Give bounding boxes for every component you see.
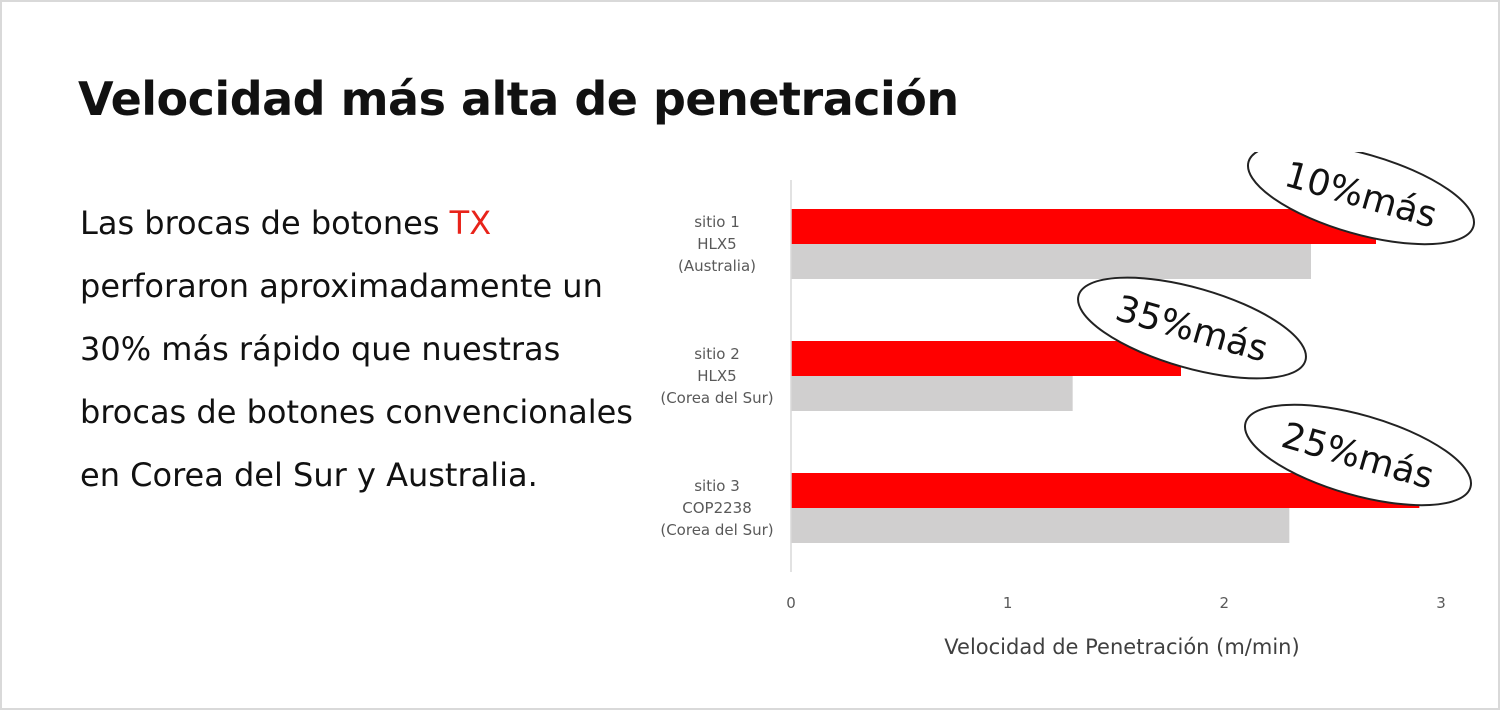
callout-ellipse-3: [1243, 403, 1473, 507]
category-label-3: sitio 3 COP2238 (Corea del Sur): [660, 477, 773, 539]
bars-layer: [791, 209, 1420, 543]
category-label-3-line-3: (Corea del Sur): [660, 521, 773, 539]
x-tick-label-3: 3: [1436, 594, 1446, 612]
description-after: perforaron aproximadamente un 30% más rá…: [80, 267, 633, 494]
category-label-2: sitio 2 HLX5 (Corea del Sur): [660, 345, 773, 407]
x-tick-label-0: 0: [786, 594, 796, 612]
category-label-2-line-3: (Corea del Sur): [660, 389, 773, 407]
x-tick-labels: 0 1 2 3: [786, 594, 1446, 612]
description-before: Las brocas de botones: [80, 204, 450, 242]
x-tick-label-2: 2: [1220, 594, 1230, 612]
x-axis-title: Velocidad de Penetración (m/min): [944, 635, 1299, 659]
category-label-1-line-3: (Australia): [678, 257, 756, 275]
description-text: Las brocas de botones TX perforaron apro…: [80, 192, 640, 507]
bar-series1-cat1: [791, 209, 1376, 244]
bar-series2-cat2: [791, 376, 1073, 411]
description-highlight-tx: TX: [449, 204, 492, 242]
category-label-3-line-1: sitio 3: [694, 477, 740, 495]
category-label-2-line-2: HLX5: [697, 367, 736, 385]
x-tick-label-1: 1: [1003, 594, 1013, 612]
callout-ellipse-1: [1246, 152, 1476, 246]
page-title: Velocidad más alta de penetración: [78, 72, 959, 126]
bar-series2-cat1: [791, 244, 1311, 279]
category-label-1-line-1: sitio 1: [694, 213, 740, 231]
bar-series1-cat2: [791, 341, 1181, 376]
callout-ellipse-2: [1077, 276, 1307, 380]
penetration-speed-chart: sitio 1 HLX5 (Australia) sitio 2 HLX5 (Corea …: [660, 152, 1476, 659]
category-label-3-line-2: COP2238: [682, 499, 752, 517]
category-label-1-line-2: HLX5: [697, 235, 736, 253]
bar-series2-cat3: [791, 508, 1290, 543]
category-label-1: sitio 1 HLX5 (Australia): [678, 213, 756, 275]
category-label-2-line-1: sitio 2: [694, 345, 740, 363]
category-labels: sitio 1 HLX5 (Australia) sitio 2 HLX5 (Corea …: [660, 213, 773, 539]
